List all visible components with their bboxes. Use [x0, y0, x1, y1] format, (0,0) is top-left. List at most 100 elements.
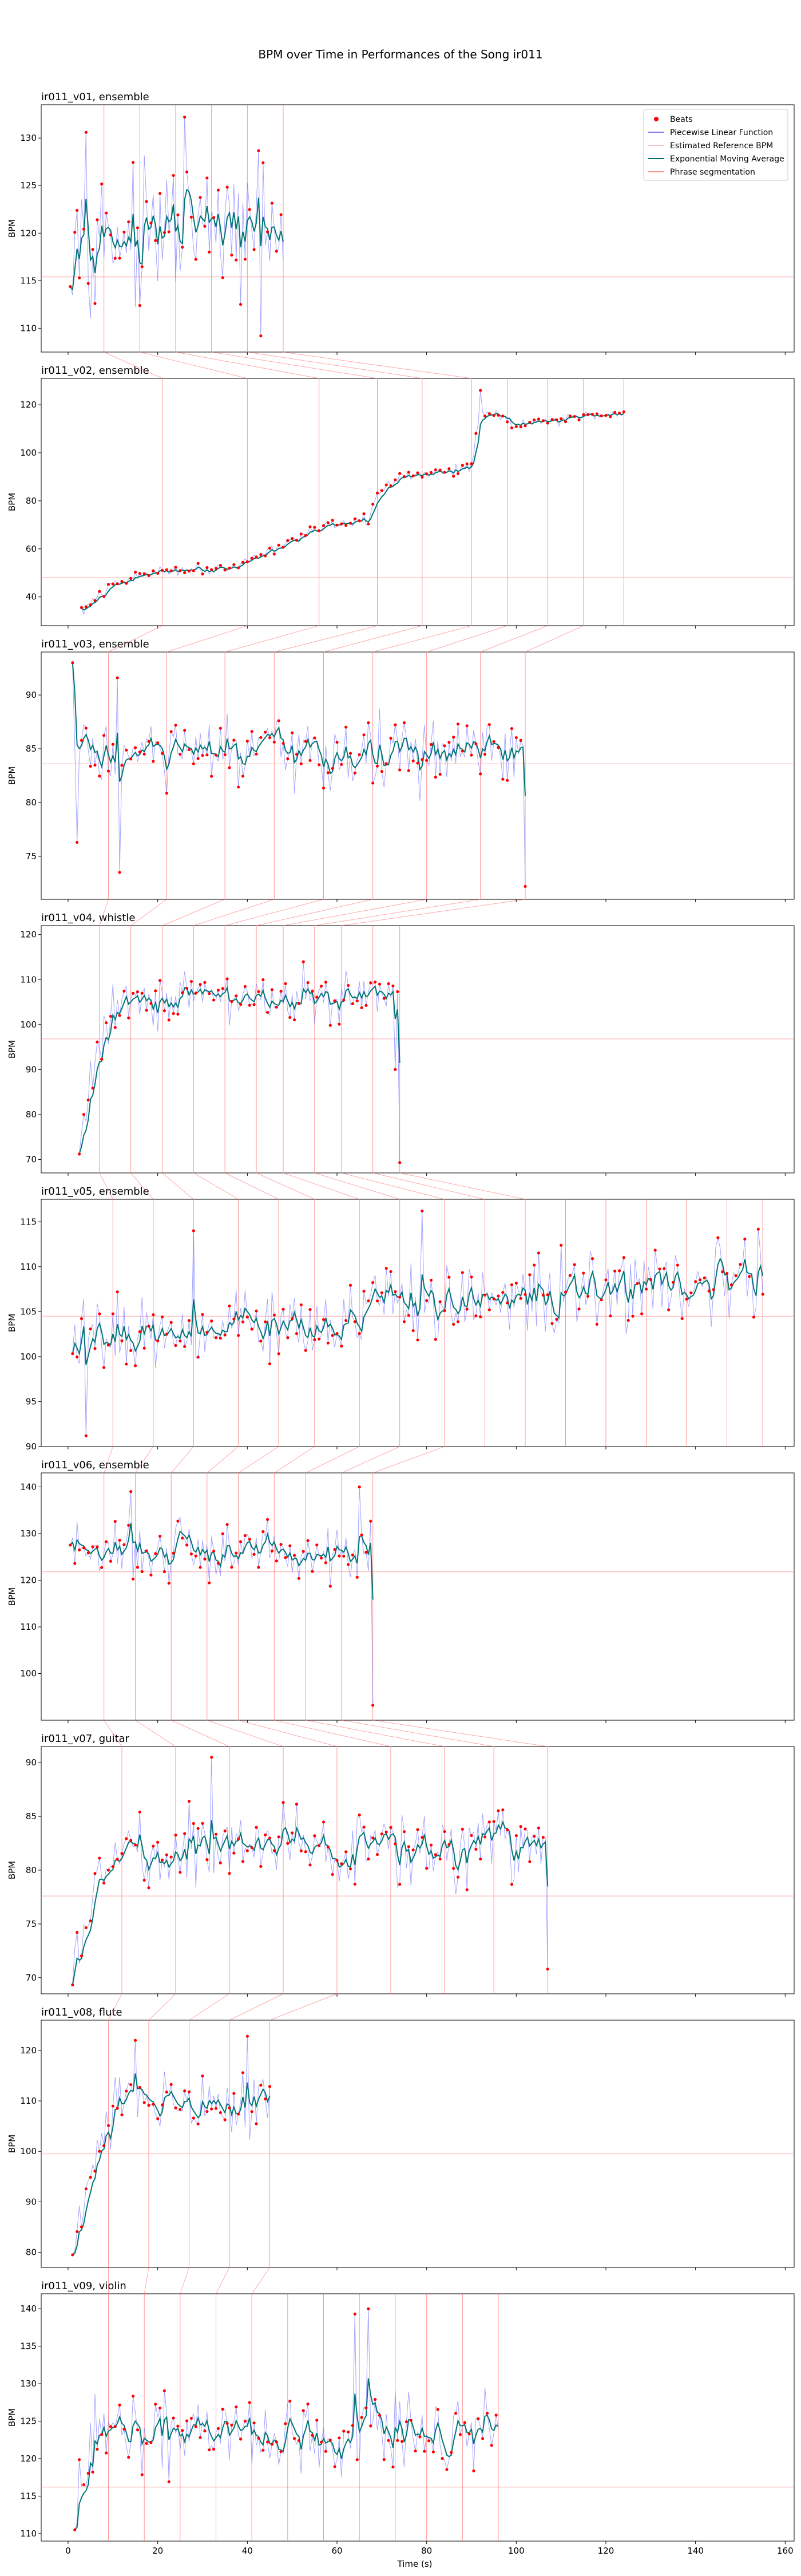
beat-point	[156, 741, 160, 745]
beat-point	[555, 1318, 558, 1321]
beat-point	[313, 736, 316, 740]
beat-point	[189, 979, 193, 983]
beat-point	[649, 1278, 652, 1281]
beat-point	[264, 730, 267, 734]
beat-point	[707, 1289, 711, 1293]
beat-point	[261, 2448, 265, 2452]
beat-point	[228, 766, 231, 769]
beat-point	[98, 590, 101, 593]
phrase-connector	[341, 1720, 494, 1747]
beat-point	[346, 983, 350, 987]
beat-point	[492, 1820, 495, 1823]
beat-point	[232, 1317, 236, 1321]
beat-point	[235, 2405, 238, 2409]
beat-point	[729, 1283, 733, 1287]
beat-point	[528, 420, 532, 424]
beat-point	[76, 840, 79, 844]
phrase-connector	[274, 1446, 315, 1473]
phrase-connector	[175, 351, 319, 379]
beat-point	[138, 303, 141, 307]
beat-point	[281, 1307, 285, 1311]
beat-point	[152, 2103, 155, 2106]
ema-line	[72, 1820, 549, 1985]
beat-point	[362, 512, 366, 516]
beat-point	[152, 569, 155, 572]
beat-point	[470, 1834, 473, 1838]
beat-point	[212, 1550, 216, 1553]
beat-point	[169, 2083, 173, 2086]
beat-point	[324, 1561, 328, 1564]
beat-point	[524, 1827, 527, 1831]
beat-point	[371, 1836, 375, 1840]
phrase-connector	[170, 1446, 194, 1473]
beat-point	[225, 1523, 229, 1526]
panels-container: 110 115 120 125 130 ir011_v01, ensemble BPM Bea…	[7, 91, 795, 2556]
beat-point	[239, 2437, 243, 2441]
beat-point	[564, 1290, 568, 1294]
phrase-connector	[323, 625, 422, 653]
beat-point	[158, 979, 162, 982]
beat-point	[199, 983, 202, 986]
y-tick-label: 120	[20, 930, 37, 940]
beat-point	[360, 2416, 363, 2419]
beat-point	[241, 1320, 245, 1323]
beat-point	[192, 762, 195, 765]
beat-point	[304, 534, 307, 537]
x-axis-label: Time (s)	[397, 2559, 433, 2569]
beat-point	[398, 1883, 402, 1886]
beat-point	[77, 1152, 81, 1156]
beat-point	[232, 563, 236, 566]
beat-point	[382, 997, 386, 1000]
beat-point	[160, 2103, 164, 2107]
y-tick-label: 115	[20, 2491, 37, 2501]
beat-point	[617, 411, 621, 415]
legend-entry: Phrase segmentation	[670, 168, 755, 177]
beat-point	[149, 1573, 153, 1577]
beat-point	[342, 2429, 346, 2433]
beat-point	[346, 1563, 350, 1566]
beat-point	[286, 1336, 290, 1340]
beat-point	[748, 1275, 751, 1278]
beat-point	[546, 421, 549, 425]
beat-point	[394, 723, 397, 726]
beat-point	[318, 763, 321, 767]
beat-point	[367, 721, 370, 725]
beat-point	[510, 1283, 514, 1286]
beat-point	[555, 418, 558, 421]
x-tick-label: 40	[242, 2546, 253, 2556]
beat-point	[308, 525, 312, 528]
beat-point	[154, 989, 157, 993]
y-tick-label: 80	[26, 1109, 37, 1120]
beat-point	[685, 1297, 688, 1301]
beat-point	[86, 2471, 90, 2475]
beat-point	[497, 1294, 500, 1298]
beat-point	[183, 2089, 187, 2093]
beat-point	[120, 579, 124, 583]
ema-line	[78, 985, 400, 1155]
beat-point	[140, 2473, 144, 2476]
beat-point	[255, 1309, 258, 1313]
beat-point	[375, 491, 379, 495]
beat-point	[82, 227, 86, 231]
beat-point	[483, 1835, 487, 1839]
beat-point	[116, 1858, 119, 1861]
phrase-connector	[135, 1446, 154, 1473]
beat-point	[461, 749, 464, 753]
beat-point	[129, 1839, 133, 1842]
beat-point	[573, 1263, 576, 1266]
beat-point	[268, 736, 272, 740]
beat-point	[353, 1882, 356, 1886]
y-tick-label: 115	[20, 1216, 37, 1227]
y-axis-label: BPM	[7, 219, 17, 238]
beat-point	[216, 989, 220, 992]
beat-point	[604, 1278, 608, 1282]
beat-point	[125, 748, 128, 752]
beat-point	[174, 566, 177, 569]
beat-point	[308, 1863, 312, 1867]
y-tick-label: 105	[20, 1306, 37, 1317]
phrase-connector	[229, 1993, 284, 2021]
ema-line	[70, 1523, 374, 1600]
beat-point	[318, 1337, 321, 1341]
phrase-connector	[162, 1172, 194, 1200]
phrase-connector	[166, 625, 248, 653]
